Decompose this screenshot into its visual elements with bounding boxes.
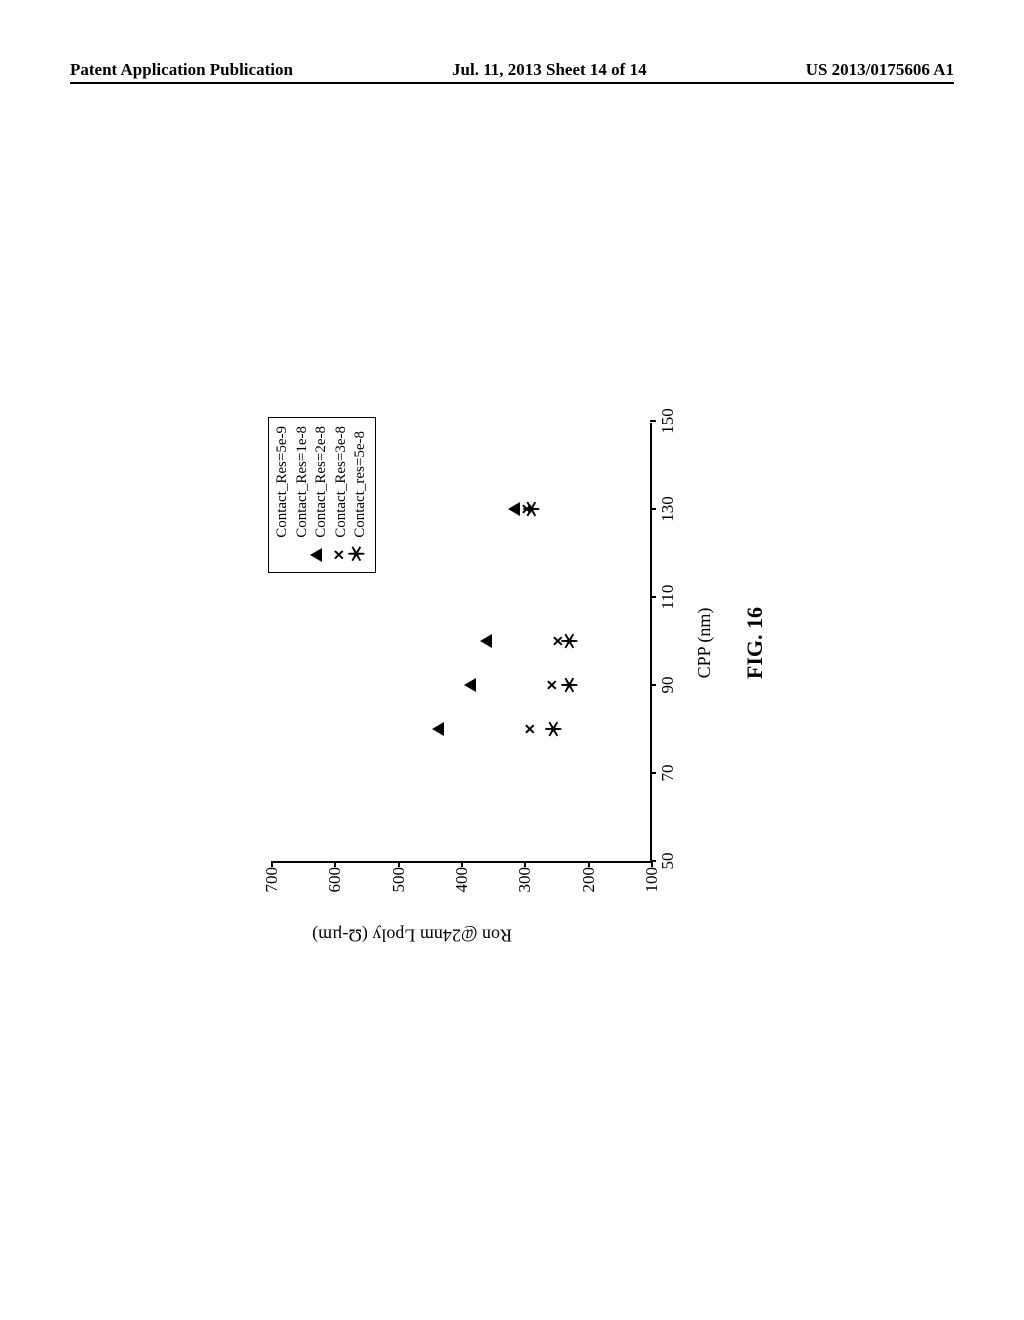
y-tick-mark: [588, 861, 590, 867]
triangle-icon: [293, 546, 313, 564]
x-tick-mark: [650, 772, 656, 774]
y-tick-label: 700: [262, 867, 282, 913]
data-point: ＊: [564, 675, 582, 695]
data-point: [415, 722, 433, 736]
y-tick-label: 400: [452, 867, 472, 913]
header-left: Patent Application Publication: [70, 60, 293, 80]
x-tick-label: 110: [658, 585, 678, 610]
x-tick-mark: [650, 596, 656, 598]
y-tick-mark: [524, 861, 526, 867]
y-tick-mark: [334, 861, 336, 867]
data-point: ＊: [548, 719, 566, 739]
data-point: [491, 502, 509, 516]
x-tick-mark: [650, 684, 656, 686]
legend-item: Contact_Res=1e-8: [293, 426, 313, 564]
x-tick-label: 130: [658, 496, 678, 522]
legend-label: Contact_Res=1e-8: [293, 426, 313, 538]
legend-item: Contact_Res=2e-8: [312, 426, 332, 564]
header-center: Jul. 11, 2013 Sheet 14 of 14: [452, 60, 647, 80]
y-tick-mark: [461, 861, 463, 867]
legend-label: Contact_Res=5e-9: [273, 426, 293, 538]
y-tick-mark: [271, 861, 273, 867]
x-tick-label: 150: [658, 408, 678, 434]
data-point: ×: [523, 724, 541, 735]
y-tick-mark: [398, 861, 400, 867]
data-point: ＊: [564, 631, 582, 651]
legend-item: Contact_Res=5e-9: [273, 426, 293, 564]
x-tick-mark: [650, 508, 656, 510]
x-tick-mark: [650, 860, 656, 862]
y-tick-label: 600: [325, 867, 345, 913]
x-tick-label: 90: [658, 677, 678, 694]
y-tick-label: 100: [642, 867, 662, 913]
data-point: [463, 634, 481, 648]
data-point: ＊: [526, 499, 544, 519]
figure-16-chart: Ron @24nm Lpoly (Ω-µm) Contact_Res=5e-9C…: [242, 313, 782, 953]
y-axis-label: Ron @24nm Lpoly (Ω-µm): [312, 925, 512, 946]
legend-box: Contact_Res=5e-9Contact_Res=1e-8Contact_…: [268, 417, 376, 573]
star-icon: ＊: [351, 546, 371, 564]
figure-caption: FIG. 16: [742, 607, 768, 679]
x-tick-label: 70: [658, 765, 678, 782]
plot-area: Contact_Res=5e-9Contact_Res=1e-8Contact_…: [272, 423, 652, 863]
y-tick-label: 300: [515, 867, 535, 913]
x-axis-label: CPP (nm): [694, 608, 715, 679]
y-tick-label: 500: [389, 867, 409, 913]
header-right: US 2013/0175606 A1: [806, 60, 954, 80]
legend-label: Contact_res=5e-8: [351, 431, 371, 538]
legend-label: Contact_Res=3e-8: [332, 426, 352, 538]
data-point: [447, 678, 465, 692]
x-tick-label: 50: [658, 853, 678, 870]
legend-label: Contact_Res=2e-8: [312, 426, 332, 538]
patent-header: Patent Application Publication Jul. 11, …: [70, 60, 954, 84]
legend-item: ＊ Contact_res=5e-8: [351, 426, 371, 564]
x-tick-mark: [650, 420, 656, 422]
y-tick-label: 200: [579, 867, 599, 913]
